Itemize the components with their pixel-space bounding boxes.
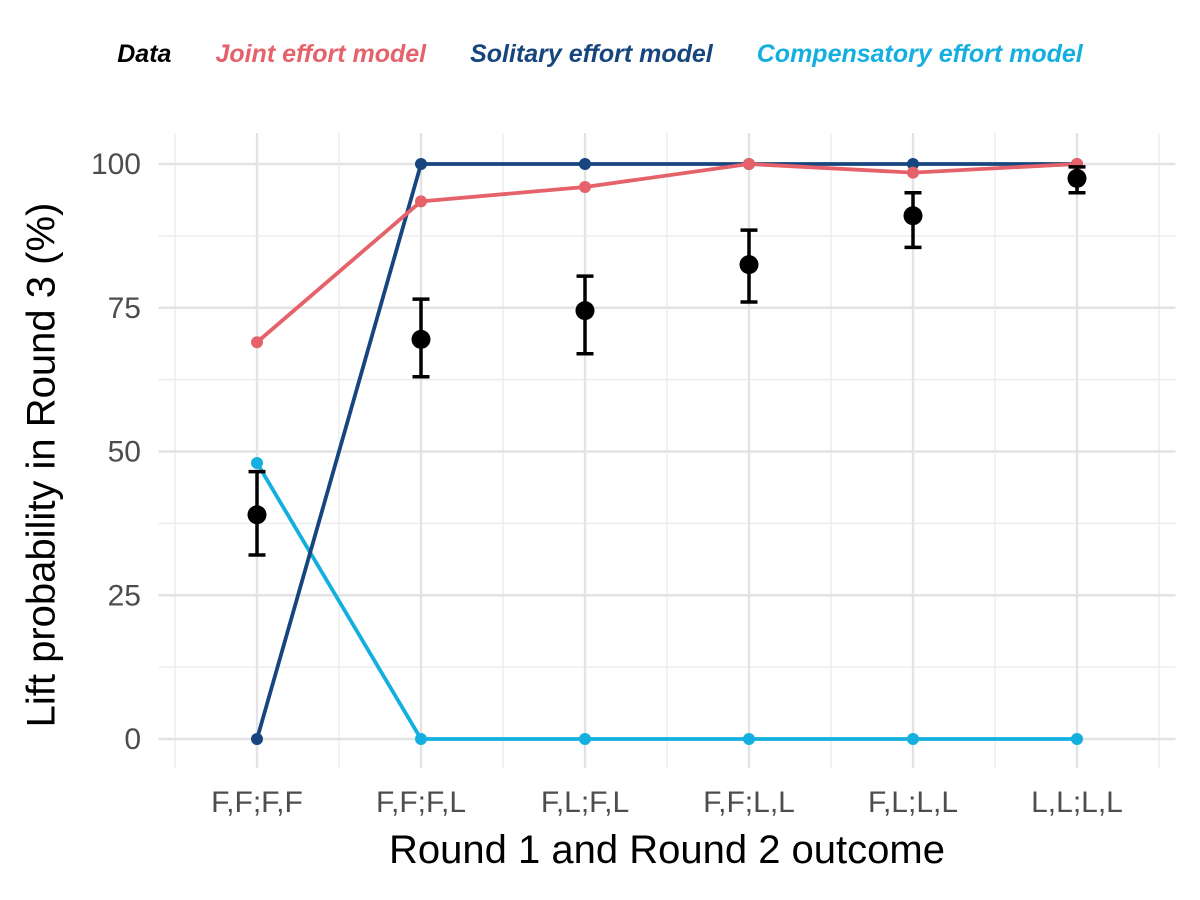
series-point xyxy=(743,158,755,170)
series-data xyxy=(247,165,1087,557)
y-tick-label: 0 xyxy=(124,723,141,756)
legend-item-joint-effort-model: Joint effort model xyxy=(215,40,427,68)
series-compensatory-effort-model xyxy=(251,457,1083,745)
data-point xyxy=(247,505,267,525)
series-point xyxy=(415,733,427,745)
series-point xyxy=(579,733,591,745)
series-line xyxy=(255,162,1079,345)
y-tick-label: 75 xyxy=(108,292,141,325)
x-tick-label: F,F;F,L xyxy=(376,786,466,819)
y-axis-title: Lift probability in Round 3 (%) xyxy=(19,202,64,728)
gridlines xyxy=(158,133,1176,768)
x-tick-label: L,L;L,L xyxy=(1031,786,1123,819)
legend-item-data: Data xyxy=(117,40,172,68)
series-joint-effort-model xyxy=(251,158,1083,349)
data-point xyxy=(575,301,595,321)
series-point xyxy=(251,457,263,469)
series-point xyxy=(579,181,591,193)
series-point xyxy=(415,158,427,170)
axis-tick-labels: 0 25 50 75 100 F,F;F,F F,F;F,L F,L;F,L F,F;L,L F,… xyxy=(91,148,1123,819)
data-point xyxy=(1067,168,1087,188)
x-tick-label: F,L;L,L xyxy=(868,786,958,819)
x-tick-label: F,F;L,L xyxy=(703,786,795,819)
legend-item-compensatory-effort-model: Compensatory effort model xyxy=(756,40,1083,68)
x-tick-label: F,F;F,F xyxy=(211,786,303,819)
data-point xyxy=(739,255,759,275)
series-point xyxy=(251,733,263,745)
chart-legend: Data Joint effort model Solitary effort … xyxy=(0,40,1200,69)
data-point xyxy=(903,206,923,226)
series-point xyxy=(415,195,427,208)
series-point xyxy=(743,733,755,745)
series-point xyxy=(251,336,263,349)
series-point xyxy=(907,158,919,170)
x-axis-title: Round 1 and Round 2 outcome xyxy=(389,828,945,872)
series-line xyxy=(255,162,1079,741)
series-line xyxy=(255,461,1079,741)
y-tick-label: 100 xyxy=(91,148,141,181)
series-point xyxy=(1071,733,1083,745)
series-point xyxy=(579,158,591,170)
series-point xyxy=(907,166,919,179)
data-point xyxy=(411,329,431,349)
x-tick-label: F,L;F,L xyxy=(541,786,629,819)
y-tick-label: 25 xyxy=(108,579,141,612)
series-point xyxy=(907,733,919,745)
y-tick-label: 50 xyxy=(108,436,141,469)
legend-item-solitary-effort-model: Solitary effort model xyxy=(470,40,713,68)
